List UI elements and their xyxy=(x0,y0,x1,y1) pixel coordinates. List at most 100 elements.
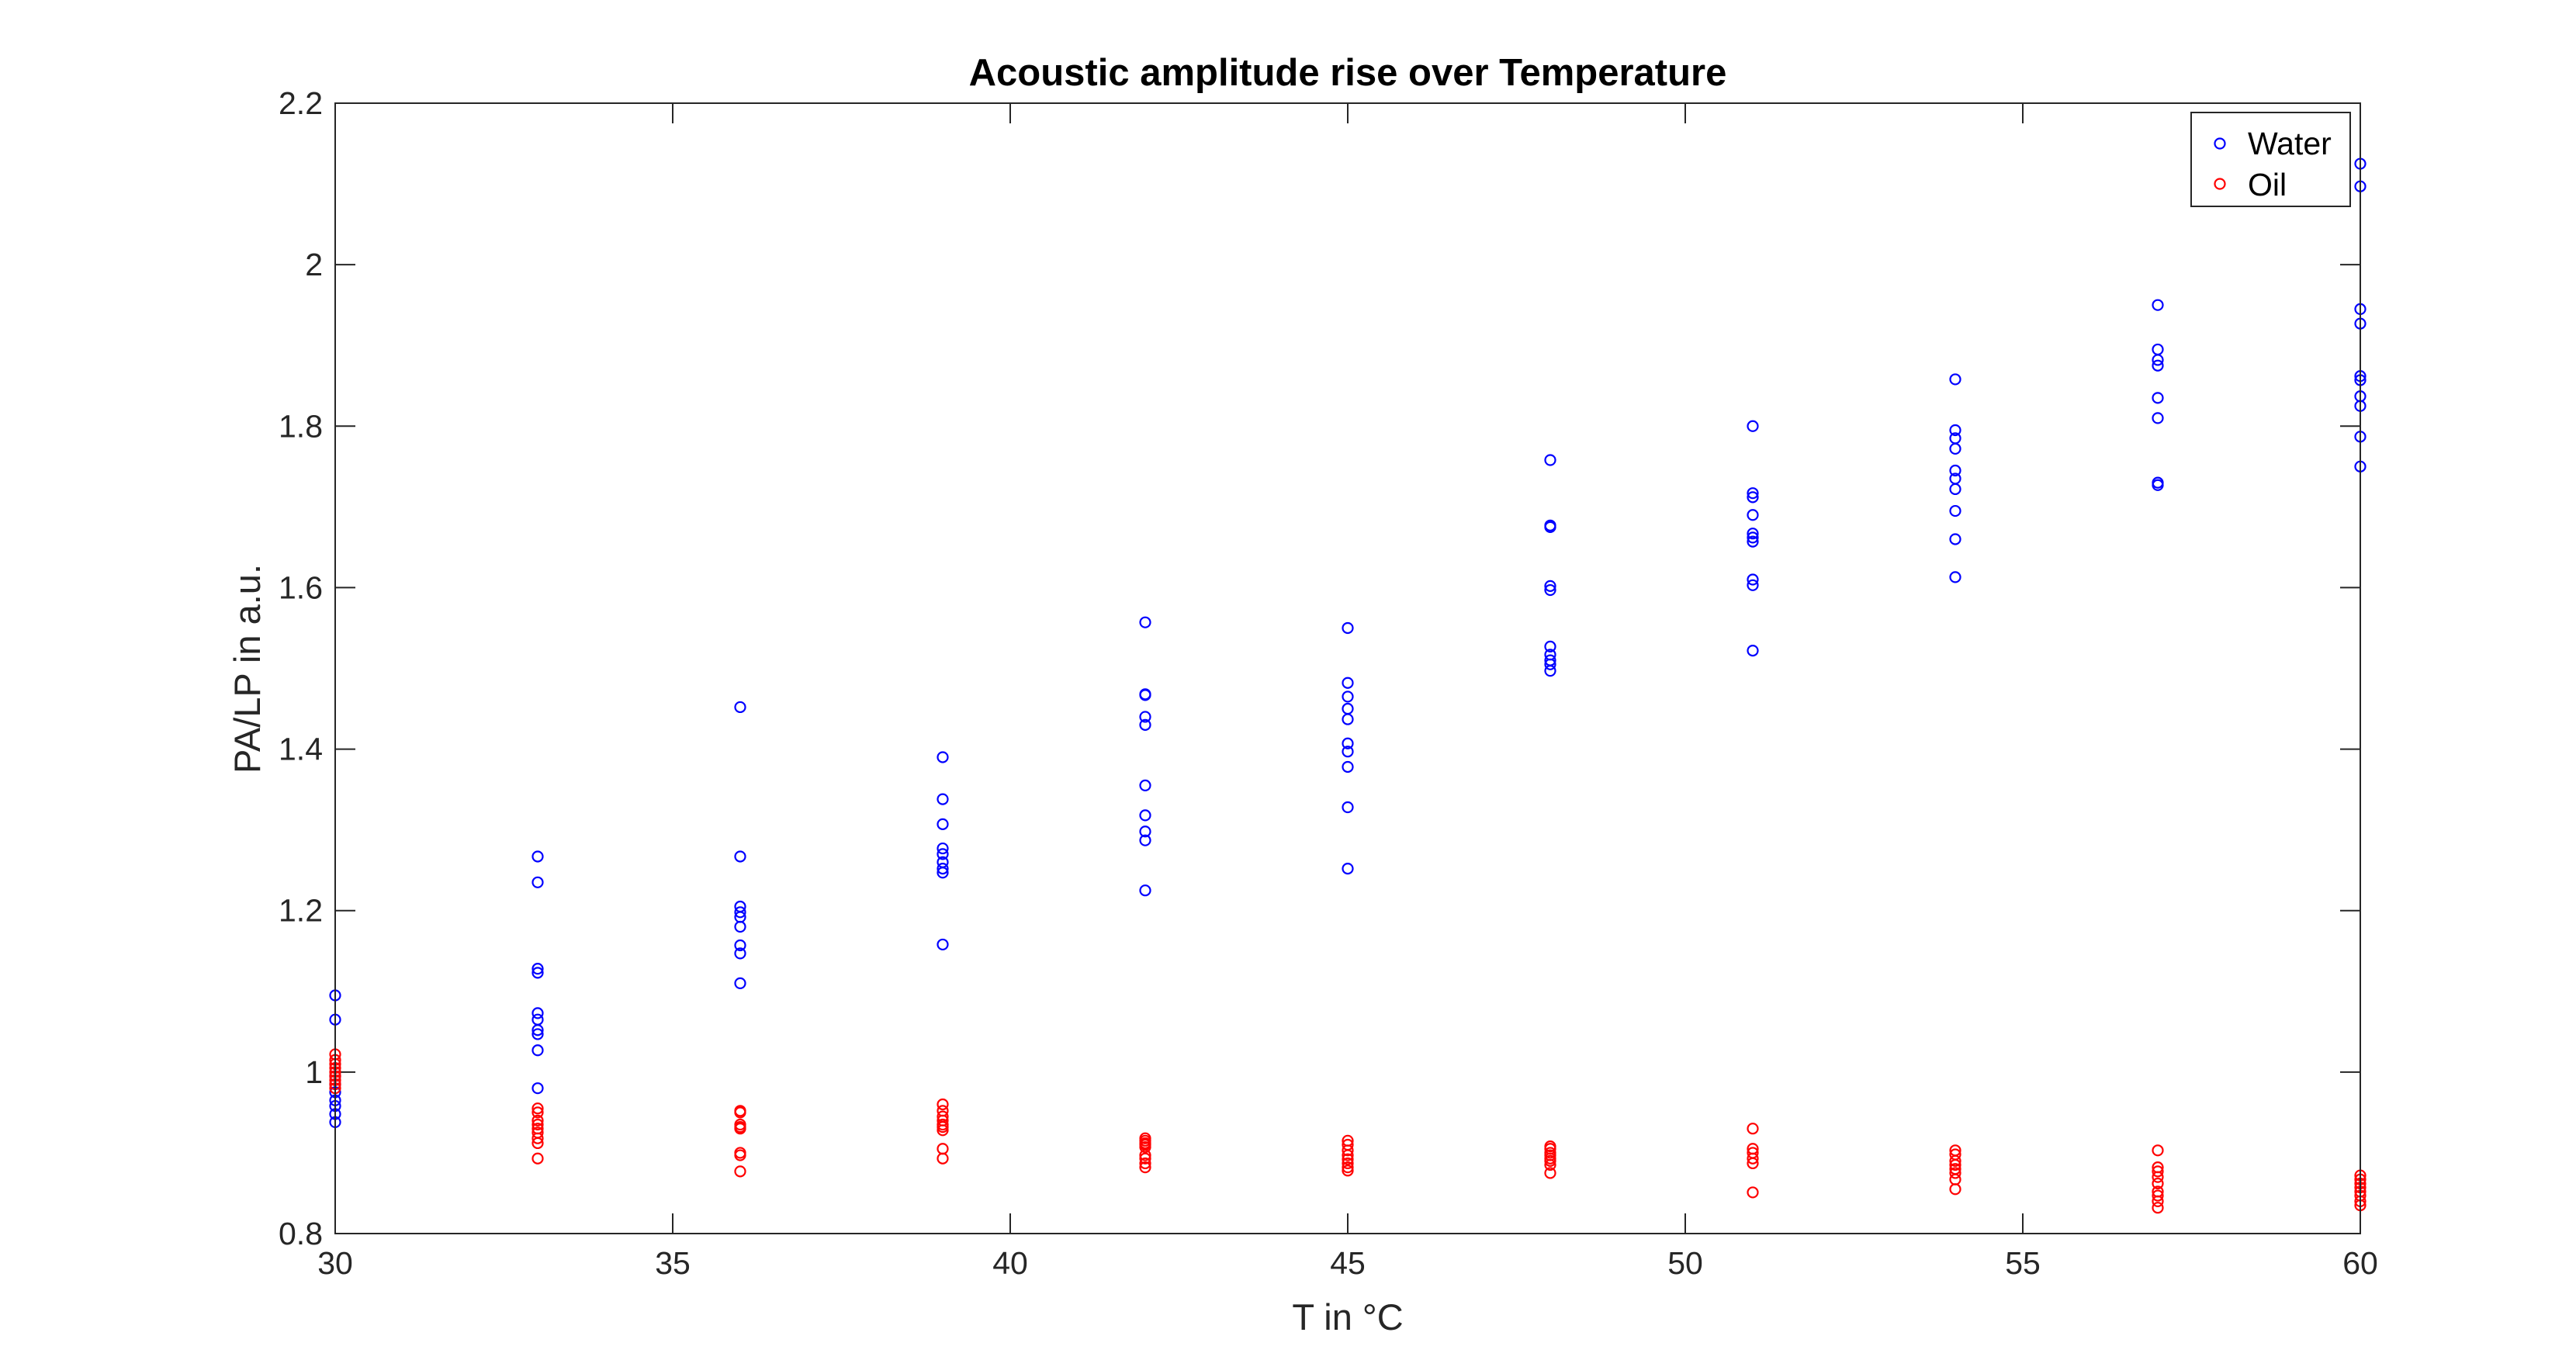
data-point-water xyxy=(1342,862,1354,875)
data-point-water xyxy=(937,867,949,879)
data-point-water xyxy=(734,920,746,933)
y-tick-label: 1.8 xyxy=(279,408,323,444)
x-tick-label: 35 xyxy=(655,1245,691,1281)
x-tick-label: 45 xyxy=(1330,1245,1366,1281)
data-point-oil xyxy=(2152,1189,2164,1202)
x-tick-label: 60 xyxy=(2342,1245,2378,1281)
data-point-water xyxy=(531,1007,544,1019)
data-point-water xyxy=(2152,412,2164,424)
data-point-oil xyxy=(1139,1161,1151,1174)
legend-marker-oil xyxy=(2214,178,2226,190)
data-point-water xyxy=(937,842,949,855)
data-point-oil xyxy=(1949,1183,1961,1196)
data-point-water xyxy=(531,1082,544,1095)
data-point-water xyxy=(531,1024,544,1036)
data-point-water xyxy=(1139,689,1151,701)
data-point-oil xyxy=(734,1149,746,1161)
x-tick-label: 40 xyxy=(992,1245,1028,1281)
data-point-water xyxy=(1949,533,1961,545)
data-point-water xyxy=(937,862,949,875)
data-point-oil xyxy=(2152,1177,2164,1190)
data-point-water xyxy=(1747,531,1759,544)
data-point-oil xyxy=(531,1137,544,1150)
data-point-oil xyxy=(1544,1158,1556,1171)
data-point-oil xyxy=(1949,1167,1961,1179)
data-point-oil xyxy=(1139,1149,1151,1161)
data-point-water xyxy=(1747,645,1759,657)
data-point-oil xyxy=(1747,1157,1759,1170)
data-point-oil xyxy=(1342,1153,1354,1165)
data-point-water xyxy=(1139,809,1151,822)
y-tick-label: 1.2 xyxy=(279,893,323,929)
data-point-oil xyxy=(531,1102,544,1115)
data-point-oil xyxy=(1544,1167,1556,1179)
data-point-water xyxy=(1139,718,1151,731)
data-point-oil xyxy=(2152,1144,2164,1157)
data-point-water xyxy=(1949,483,1961,496)
data-point-oil xyxy=(937,1124,949,1137)
data-point-water xyxy=(1544,521,1556,533)
data-point-water xyxy=(1747,487,1759,500)
data-point-water xyxy=(1139,834,1151,846)
data-point-water xyxy=(2152,359,2164,372)
data-point-oil xyxy=(531,1152,544,1165)
y-axis-label: PA/LP in a.u. xyxy=(227,564,268,773)
data-point-oil xyxy=(1342,1165,1354,1177)
x-tick-label: 50 xyxy=(1667,1245,1703,1281)
data-point-water xyxy=(1342,677,1354,689)
data-point-water xyxy=(1342,801,1354,814)
data-point-oil xyxy=(734,1106,746,1119)
plot-area xyxy=(335,103,2360,1234)
data-point-water xyxy=(1747,535,1759,548)
data-point-oil xyxy=(937,1121,949,1133)
data-point-water xyxy=(1949,442,1961,455)
data-point-water xyxy=(531,963,544,975)
y-tick-label: 1.6 xyxy=(279,569,323,605)
data-point-water xyxy=(531,850,544,863)
data-point-oil xyxy=(734,1123,746,1135)
data-point-oil xyxy=(1139,1152,1151,1165)
data-point-water xyxy=(1949,571,1961,583)
data-point-water xyxy=(734,977,746,989)
legend-label-water: Water xyxy=(2248,126,2332,161)
data-point-water xyxy=(531,1028,544,1040)
data-point-water xyxy=(2152,392,2164,404)
data-point-water xyxy=(2152,354,2164,366)
series-water xyxy=(329,157,2367,1128)
x-tick-label: 30 xyxy=(317,1245,353,1281)
data-point-oil xyxy=(1342,1144,1354,1157)
data-point-water xyxy=(1747,420,1759,432)
data-point-water xyxy=(1747,579,1759,591)
data-point-oil xyxy=(1342,1161,1354,1174)
legend-box xyxy=(2190,112,2351,207)
data-point-water xyxy=(734,850,746,863)
data-point-oil xyxy=(531,1118,544,1131)
data-point-oil xyxy=(734,1165,746,1178)
data-point-water xyxy=(734,906,746,919)
data-point-oil xyxy=(1747,1123,1759,1135)
y-tick-label: 1 xyxy=(305,1054,323,1090)
data-point-water xyxy=(1544,658,1556,670)
data-point-water xyxy=(1544,640,1556,653)
data-point-water xyxy=(1139,779,1151,792)
data-point-water xyxy=(1544,454,1556,466)
data-point-water xyxy=(1747,528,1759,540)
data-point-water xyxy=(1342,746,1354,758)
data-point-oil xyxy=(531,1132,544,1144)
y-tick-label: 1.4 xyxy=(279,732,323,767)
y-tick-label: 2 xyxy=(305,247,323,282)
data-point-oil xyxy=(2152,1165,2164,1178)
data-point-oil xyxy=(531,1106,544,1119)
legend-label-oil: Oil xyxy=(2248,167,2287,202)
data-point-water xyxy=(937,793,949,805)
data-point-oil xyxy=(1139,1141,1151,1154)
x-axis-label: T in °C xyxy=(1292,1296,1403,1338)
data-point-water xyxy=(1949,424,1961,437)
data-point-water xyxy=(734,947,746,960)
data-point-water xyxy=(1342,760,1354,773)
data-point-water xyxy=(1949,464,1961,477)
data-point-oil xyxy=(2152,1171,2164,1183)
data-point-oil xyxy=(1342,1157,1354,1170)
data-point-oil xyxy=(2152,1195,2164,1207)
